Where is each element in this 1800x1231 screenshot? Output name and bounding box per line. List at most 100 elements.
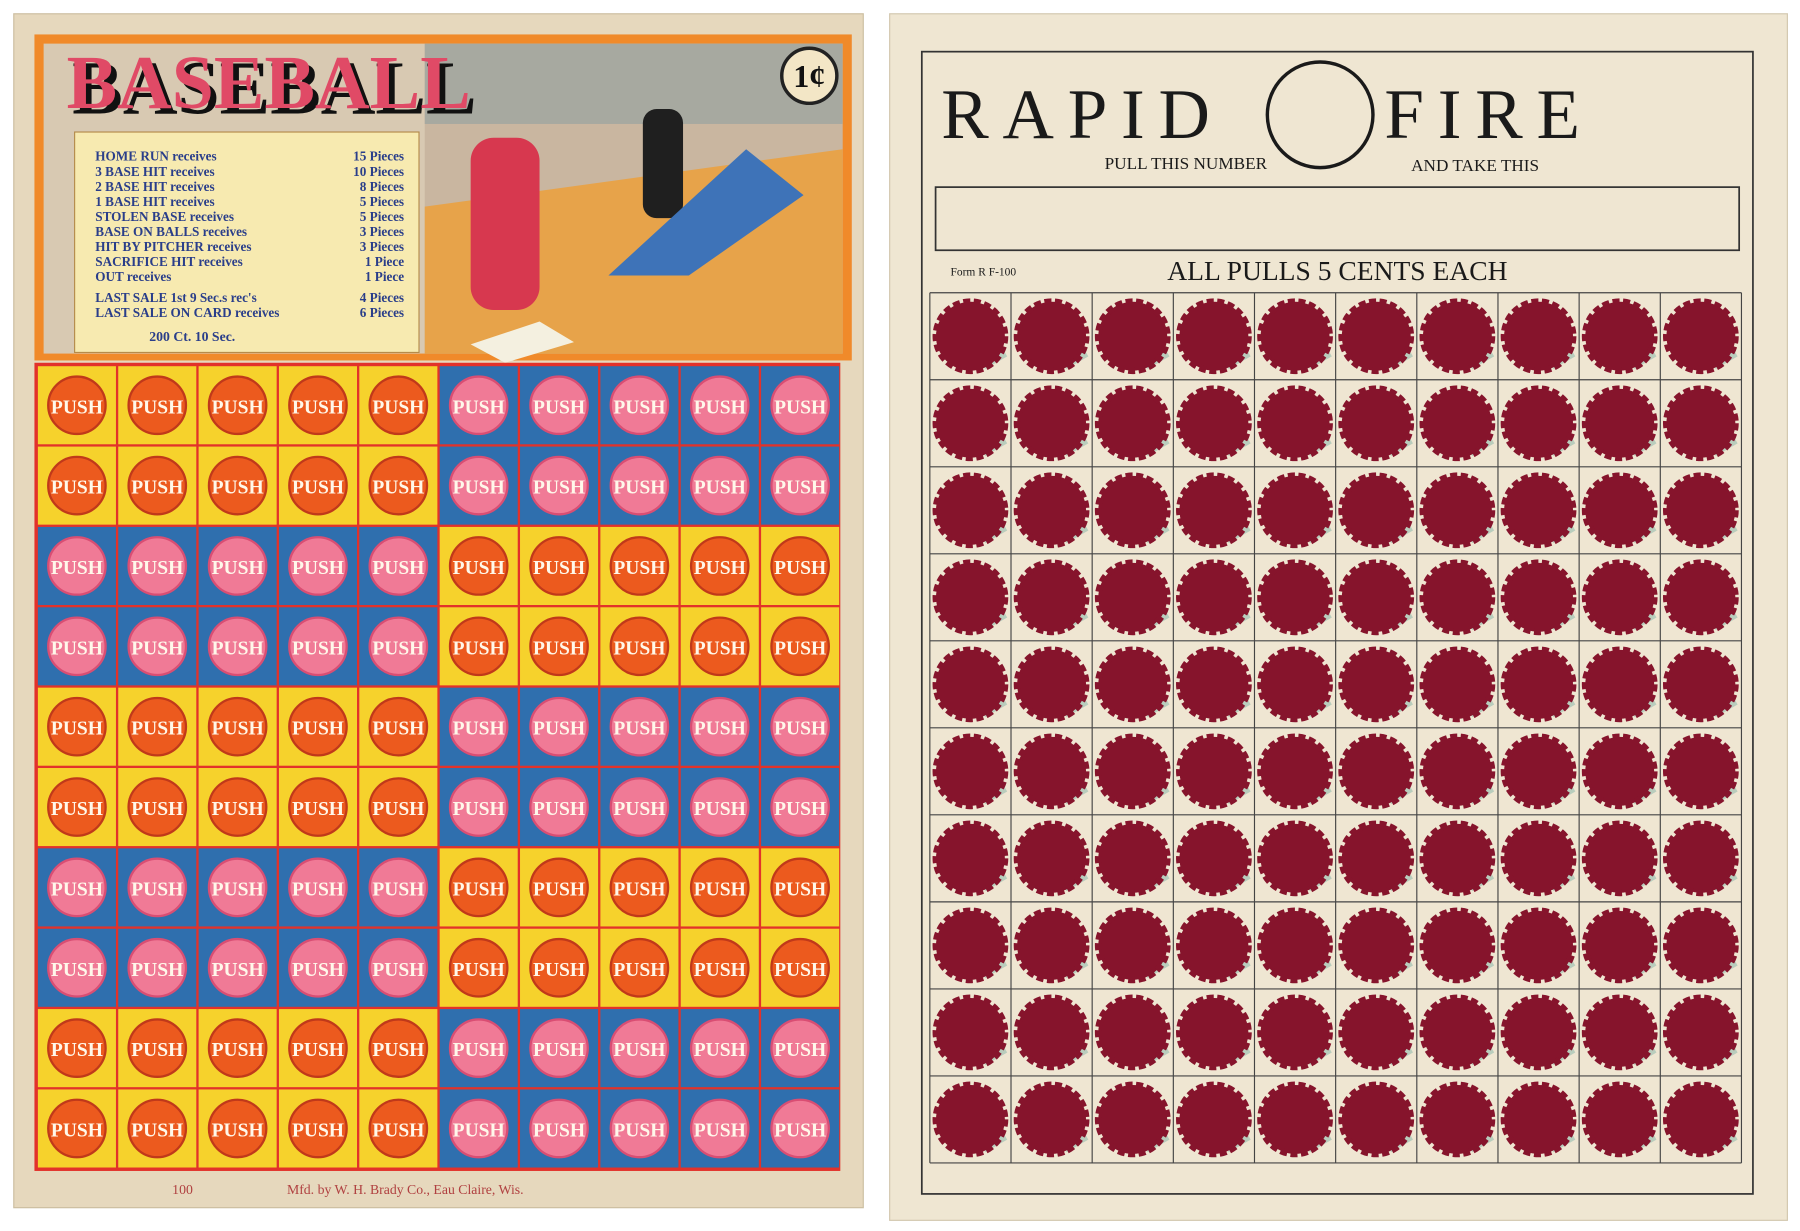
push-button [127, 536, 188, 596]
prize-amount: 10 Pieces [353, 164, 404, 179]
pull-seal [1419, 1081, 1496, 1158]
pull-seal [1013, 472, 1090, 549]
pull-seal [1176, 646, 1252, 723]
push-label: PUSH [533, 1040, 585, 1061]
push-button [47, 857, 107, 918]
push-label: PUSH [51, 960, 103, 981]
card-border [920, 50, 1754, 1195]
pull-seal [1338, 472, 1415, 549]
push-label: PUSH [372, 799, 424, 820]
pull-seal [1500, 298, 1577, 375]
prize-label: HOME RUN receives [95, 149, 216, 164]
push-label: PUSH [694, 397, 746, 418]
pull-seal [1257, 820, 1333, 897]
pull-seal [1419, 385, 1496, 462]
pull-seal [1094, 907, 1171, 984]
footer-number: 100 [172, 1182, 193, 1197]
push-button [47, 1018, 107, 1078]
push-label: PUSH [292, 478, 344, 499]
push-label: PUSH [51, 879, 103, 900]
push-label: PUSH [131, 558, 183, 579]
push-label: PUSH [613, 397, 665, 418]
pull-seal [932, 559, 1009, 636]
pull-seal [1662, 994, 1739, 1071]
push-button [689, 536, 750, 596]
push-label: PUSH [131, 960, 183, 981]
pull-seal [1419, 733, 1496, 810]
pull-seal [1013, 559, 1090, 636]
prize-label: LAST SALE ON CARD receives [95, 305, 279, 320]
push-label: PUSH [292, 1121, 344, 1142]
pull-seal [1581, 559, 1658, 636]
pull-seal [1419, 472, 1496, 549]
push-label: PUSH [533, 960, 585, 981]
pull-seal [1257, 559, 1333, 636]
price-line: ALL PULLS 5 CENTS EACH [1167, 255, 1507, 286]
pull-seal [932, 472, 1009, 549]
pull-seal [1338, 907, 1415, 984]
push-button [368, 1098, 429, 1159]
push-button [770, 1018, 830, 1078]
pull-seal [1338, 820, 1415, 897]
pull-seal [1013, 298, 1090, 375]
push-button [689, 1098, 750, 1159]
push-label: PUSH [533, 478, 585, 499]
pull-seal [1176, 907, 1252, 984]
base [470, 321, 574, 363]
push-button [47, 937, 107, 998]
pull-seal [1094, 559, 1171, 636]
push-button [207, 696, 268, 757]
pull-seal [1662, 646, 1739, 723]
prize-amount: 5 Pieces [360, 209, 404, 224]
push-label: PUSH [292, 638, 344, 659]
pull-seal [1581, 994, 1658, 1071]
pull-seal [1419, 298, 1496, 375]
stands [424, 43, 843, 124]
pull-seal [1581, 1081, 1658, 1158]
pull-seal [1257, 472, 1333, 549]
push-button [689, 857, 750, 918]
push-button [288, 536, 348, 596]
push-label: PUSH [533, 1121, 585, 1142]
pull-seal [1662, 298, 1739, 375]
pull-seal [1500, 994, 1577, 1071]
pull-seal [1500, 472, 1577, 549]
push-button [609, 616, 670, 677]
push-label: PUSH [372, 960, 424, 981]
pull-seal [1176, 298, 1252, 375]
push-button [689, 455, 750, 516]
prize-amount: 3 Pieces [360, 239, 404, 254]
take-label: AND TAKE THIS [1411, 156, 1539, 175]
push-button [47, 696, 107, 757]
push-button [770, 375, 830, 436]
push-button [448, 696, 509, 757]
pull-seal [1338, 733, 1415, 810]
push-button [127, 696, 188, 757]
push-button [207, 455, 268, 516]
prize-label: 3 BASE HIT receives [95, 164, 214, 179]
push-button [689, 616, 750, 677]
pull-seal [1094, 298, 1171, 375]
pull-seal [1581, 298, 1658, 375]
push-label: PUSH [51, 1121, 103, 1142]
pull-seal [1500, 820, 1577, 897]
prize-amount: 3 Pieces [360, 224, 404, 239]
title-right: FIRE [1384, 76, 1593, 154]
push-label: PUSH [131, 397, 183, 418]
push-button [207, 536, 268, 596]
push-label: PUSH [453, 1040, 505, 1061]
push-label: PUSH [694, 719, 746, 740]
pull-seal [1257, 298, 1333, 375]
push-button [288, 1098, 348, 1159]
push-label: PUSH [212, 799, 264, 820]
price-badge [780, 46, 839, 106]
prize-label: STOLEN BASE receives [95, 209, 234, 224]
pull-seal [1662, 559, 1739, 636]
push-button [368, 777, 429, 837]
pull-seal [1338, 646, 1415, 723]
push-button [609, 375, 670, 436]
title-shadow: BASEBALL [72, 47, 476, 131]
prize-label: 1 BASE HIT receives [95, 194, 214, 209]
prize-amount: 6 Pieces [360, 305, 404, 320]
